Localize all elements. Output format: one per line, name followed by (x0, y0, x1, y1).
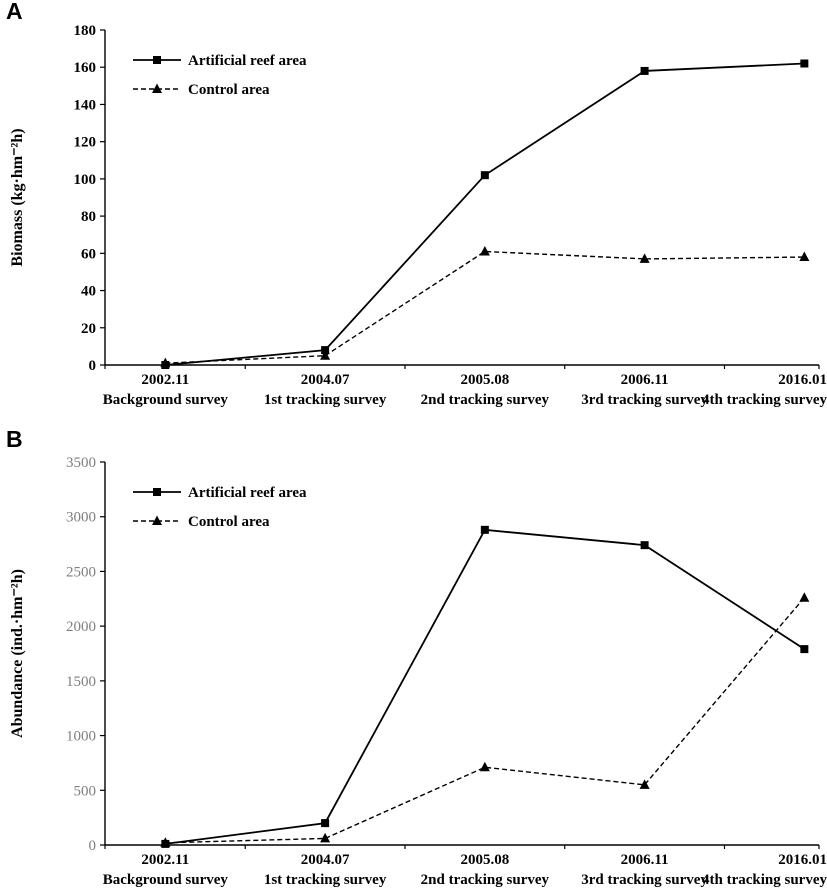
artificial-reef-area-marker-square (480, 525, 489, 534)
y-tick-label: 100 (74, 172, 97, 188)
x-category-sublabel: 3rd tracking survey (581, 392, 708, 408)
y-tick-label: 3000 (66, 510, 96, 526)
x-category-sublabel: 2nd tracking survey (421, 392, 550, 408)
abundance-line-chart: 0 500 1000 1500 2000 2500 3000 3500 Abundance (i… (9, 455, 827, 888)
x-category-label: 2004.07 (301, 372, 350, 388)
legend-label: Control area (188, 82, 270, 98)
legend-artificial-reef-area-marker-square (153, 488, 161, 496)
panel-b-label: B (6, 426, 23, 452)
biomass-line-chart: 0 20 40 60 80 100 120 140 160 180 Biomass (kg·hm⁻²… (9, 23, 827, 408)
y-axis-title: Biomass (kg·hm⁻²h) (9, 128, 26, 266)
x-category-label: 2002.11 (141, 852, 189, 868)
control-area-marker-triangle (479, 761, 490, 772)
series-line-artificial-reef-area (165, 62, 805, 366)
artificial-reef-area-marker-square (640, 541, 649, 550)
y-tick-label: 140 (74, 97, 97, 113)
y-tick-label: 2000 (66, 619, 96, 635)
x-category-sublabel: 2nd tracking survey (421, 872, 550, 888)
panel-abundance: B 0 500 1000 1500 2000 2500 3000 3500 Abundance … (0, 426, 827, 892)
x-category-label: 2016.01 (778, 852, 827, 868)
x-category-label: 2006.11 (621, 372, 669, 388)
y-tick-label: 0 (89, 838, 97, 854)
y-tick-label: 2500 (66, 564, 96, 580)
control-area-marker-triangle (320, 832, 331, 843)
control-area-marker-triangle (639, 253, 650, 263)
y-tick-label: 3500 (66, 455, 96, 471)
x-category-sublabel: 3rd tracking survey (581, 872, 708, 888)
legend-control-area-marker-triangle (152, 83, 162, 93)
legend-label: Artificial reef area (188, 485, 307, 501)
y-tick-label: 20 (81, 321, 96, 337)
control-area-marker-triangle (479, 245, 490, 256)
control-area-marker-triangle (799, 592, 810, 602)
legend-label: Control area (188, 514, 270, 530)
series-line-artificial-reef-area (165, 528, 805, 845)
x-category-sublabel: 4th tracking survey (702, 392, 827, 408)
control-area-marker-triangle (160, 357, 171, 368)
y-tick-label: 120 (74, 135, 97, 151)
artificial-reef-area-marker-square (640, 66, 649, 75)
x-category-sublabel: 1st tracking survey (264, 392, 387, 408)
control-area-marker-triangle (320, 350, 331, 360)
x-category-label: 2005.08 (460, 372, 509, 388)
x-category-label: 2006.11 (621, 852, 669, 868)
y-tick-label: 180 (74, 23, 97, 39)
artificial-reef-area-marker-square (321, 819, 330, 828)
control-area-marker-triangle (799, 251, 810, 262)
legend-artificial-reef-area-marker-square (153, 56, 161, 64)
artificial-reef-area-marker-square (800, 59, 809, 68)
x-category-sublabel: Background survey (103, 392, 229, 408)
y-tick-label: 1500 (66, 674, 96, 690)
control-area-marker-triangle (160, 837, 171, 847)
y-tick-label: 40 (81, 284, 96, 300)
x-category-sublabel: Background survey (103, 872, 229, 888)
y-tick-label: 0 (89, 358, 97, 374)
x-category-sublabel: 4th tracking survey (702, 872, 827, 888)
legend-label: Artificial reef area (188, 53, 307, 69)
x-category-sublabel: 1st tracking survey (264, 872, 387, 888)
y-tick-label: 500 (74, 783, 97, 799)
artificial-reef-area-marker-square (321, 346, 330, 355)
y-axis-title: Abundance (ind.·hm⁻²h) (9, 569, 26, 738)
y-tick-label: 80 (81, 209, 96, 225)
x-category-label: 2004.07 (301, 852, 350, 868)
x-category-label: 2016.01 (778, 372, 827, 388)
control-area-marker-triangle (639, 779, 650, 789)
y-tick-label: 160 (74, 60, 97, 76)
legend-control-area-marker-triangle (152, 515, 162, 525)
y-tick-label: 1000 (66, 729, 96, 745)
y-tick-label: 60 (81, 246, 96, 262)
series-line-control-area (165, 250, 805, 364)
x-category-label: 2005.08 (460, 852, 509, 868)
x-category-label: 2002.11 (141, 372, 189, 388)
artificial-reef-area-marker-square (800, 645, 809, 654)
artificial-reef-area-marker-square (480, 171, 489, 180)
panel-biomass: A 0 20 40 60 80 100 120 140 160 180 Biomass (kg·hm… (0, 0, 827, 428)
series-line-control-area (165, 597, 805, 844)
panel-a-label: A (6, 0, 23, 24)
